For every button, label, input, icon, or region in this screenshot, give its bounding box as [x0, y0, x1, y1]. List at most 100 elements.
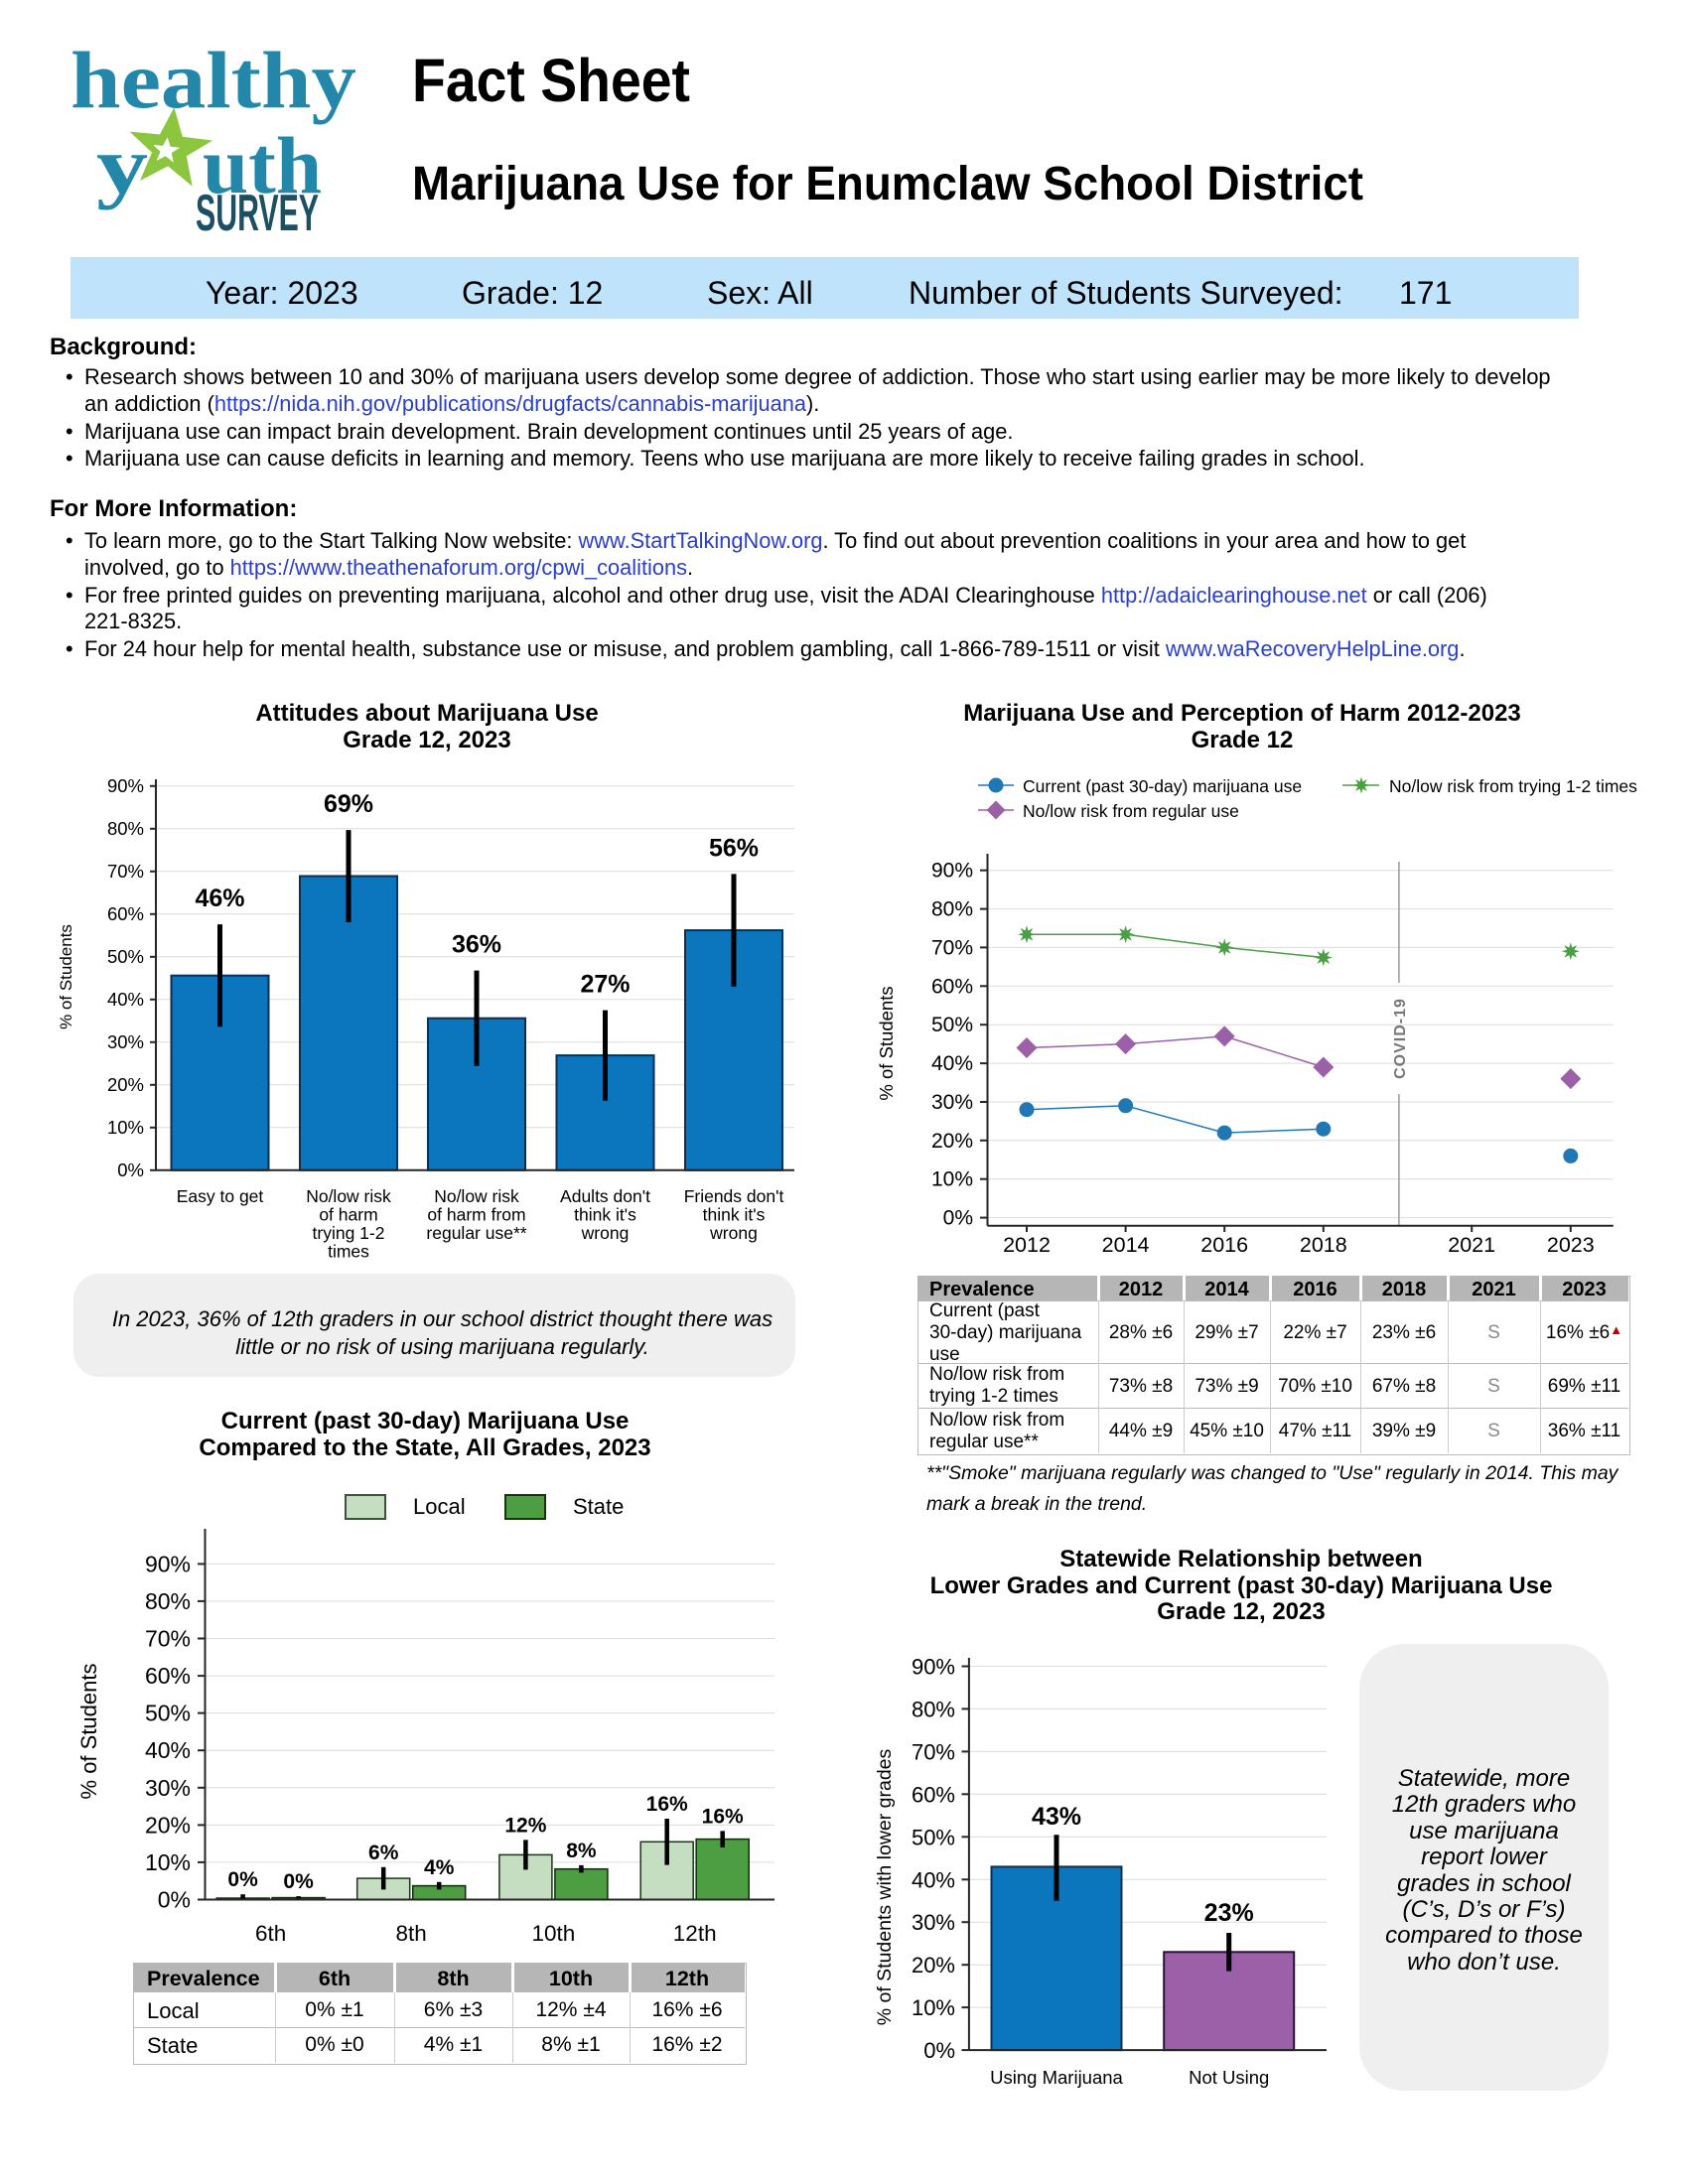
- svg-text:2021: 2021: [1448, 1233, 1495, 1257]
- svg-text:Marijuana Use and Perception o: Marijuana Use and Perception of Harm 201…: [963, 700, 1521, 727]
- svg-text:90%: 90%: [145, 1551, 191, 1576]
- svg-text:0%: 0%: [923, 2038, 955, 2063]
- svg-text:COVID-19: COVID-19: [1392, 998, 1409, 1079]
- svg-text:36%: 36%: [452, 931, 501, 959]
- svg-text:Fact Sheet: Fact Sheet: [412, 47, 690, 114]
- svg-text:90%: 90%: [107, 775, 144, 796]
- svg-text:healthy: healthy: [70, 35, 356, 125]
- svg-text:2023: 2023: [1547, 1233, 1595, 1257]
- svg-text:10%: 10%: [145, 1849, 191, 1875]
- svg-text:30%: 30%: [107, 1031, 144, 1052]
- svg-text:10%: 10%: [931, 1168, 973, 1191]
- svg-text:80%: 80%: [912, 1697, 955, 1721]
- svg-text:wrong: wrong: [709, 1223, 758, 1243]
- svg-text:Attitudes about Marijuana Use: Attitudes about Marijuana Use: [255, 700, 598, 727]
- svg-text:0%: 0%: [283, 1870, 314, 1893]
- svg-text:0%: 0%: [227, 1868, 258, 1891]
- svg-text:16%: 16%: [702, 1805, 744, 1828]
- svg-text:Compared to the State, All Gra: Compared to the State, All Grades, 2023: [199, 1434, 650, 1461]
- svg-text:69%: 69%: [324, 790, 373, 818]
- svg-text:think it's: think it's: [703, 1205, 766, 1225]
- svg-text:12%: 12%: [504, 1814, 546, 1837]
- svg-text:6th: 6th: [255, 1921, 286, 1946]
- svg-text:60%: 60%: [107, 903, 144, 924]
- svg-text:times: times: [328, 1242, 369, 1262]
- svg-text:State: State: [573, 1494, 624, 1519]
- svg-text:30%: 30%: [145, 1775, 191, 1801]
- svg-text:20%: 20%: [145, 1812, 191, 1838]
- svg-text:40%: 40%: [912, 1867, 955, 1892]
- svg-text:16%: 16%: [646, 1793, 688, 1816]
- svg-text:43%: 43%: [1032, 1803, 1081, 1831]
- svg-text:of harm: of harm: [319, 1205, 377, 1225]
- svg-text:No/low risk: No/low risk: [434, 1186, 519, 1206]
- svg-text:70%: 70%: [931, 936, 973, 959]
- svg-text:0%: 0%: [117, 1160, 144, 1180]
- svg-text:Using Marijuana: Using Marijuana: [990, 2067, 1123, 2088]
- svg-text:30%: 30%: [912, 1910, 955, 1935]
- svg-text:10%: 10%: [107, 1117, 144, 1138]
- svg-text:regular use**: regular use**: [426, 1223, 526, 1243]
- svg-text:20%: 20%: [931, 1130, 973, 1153]
- svg-text:Marijuana Use for Enumclaw Sch: Marijuana Use for Enumclaw School Distri…: [412, 158, 1363, 210]
- svg-text:4%: 4%: [424, 1856, 455, 1879]
- svg-text:think it's: think it's: [574, 1205, 636, 1225]
- svg-text:30%: 30%: [931, 1091, 973, 1114]
- svg-text:56%: 56%: [709, 834, 759, 862]
- svg-text:40%: 40%: [145, 1737, 191, 1763]
- svg-text:of harm from: of harm from: [427, 1205, 525, 1225]
- svg-text:Current (past 30-day) marijuan: Current (past 30-day) marijuana use: [1023, 776, 1302, 796]
- svg-text:70%: 70%: [107, 861, 144, 882]
- svg-text:8%: 8%: [566, 1840, 597, 1862]
- svg-text:50%: 50%: [145, 1701, 191, 1726]
- svg-text:70%: 70%: [145, 1626, 191, 1652]
- svg-text:10%: 10%: [912, 1995, 955, 2020]
- svg-text:60%: 60%: [931, 975, 973, 998]
- svg-text:12th: 12th: [673, 1921, 717, 1946]
- svg-text:80%: 80%: [145, 1588, 191, 1614]
- svg-text:% of Students: % of Students: [876, 986, 897, 1100]
- svg-text:trying 1-2: trying 1-2: [313, 1223, 385, 1243]
- svg-text:50%: 50%: [912, 1825, 955, 1849]
- svg-text:40%: 40%: [931, 1052, 973, 1075]
- svg-text:No/low risk: No/low risk: [306, 1186, 391, 1206]
- svg-text:20%: 20%: [912, 1953, 955, 1978]
- svg-text:wrong: wrong: [581, 1223, 630, 1243]
- svg-text:No/low risk from trying 1-2 ti: No/low risk from trying 1-2 times: [1389, 776, 1637, 796]
- svg-text:SURVEY: SURVEY: [196, 185, 319, 242]
- svg-text:Adults don't: Adults don't: [560, 1186, 650, 1206]
- svg-text:90%: 90%: [931, 860, 973, 883]
- svg-text:70%: 70%: [912, 1739, 955, 1764]
- svg-text:10th: 10th: [532, 1921, 576, 1946]
- svg-text:2018: 2018: [1300, 1233, 1347, 1257]
- svg-text:% of Students: % of Students: [57, 924, 75, 1029]
- svg-text:Statewide Relationship between: Statewide Relationship between: [1059, 1546, 1422, 1572]
- svg-text:20%: 20%: [107, 1074, 144, 1095]
- svg-text:2012: 2012: [1003, 1233, 1051, 1257]
- svg-text:60%: 60%: [912, 1782, 955, 1807]
- svg-text:0%: 0%: [158, 1887, 191, 1913]
- svg-text:Easy to get: Easy to get: [177, 1186, 264, 1206]
- svg-text:8th: 8th: [396, 1921, 427, 1946]
- svg-text:% of Students with lower grade: % of Students with lower grades: [874, 1748, 896, 2025]
- svg-text:2016: 2016: [1200, 1233, 1248, 1257]
- svg-text:uth: uth: [203, 120, 322, 210]
- svg-text:27%: 27%: [580, 971, 630, 999]
- svg-text:60%: 60%: [145, 1663, 191, 1689]
- svg-text:50%: 50%: [931, 1014, 973, 1036]
- svg-text:40%: 40%: [107, 989, 144, 1010]
- svg-text:Friends don't: Friends don't: [684, 1186, 784, 1206]
- svg-text:0%: 0%: [943, 1207, 973, 1230]
- svg-text:Grade 12, 2023: Grade 12, 2023: [343, 727, 510, 753]
- svg-text:Local: Local: [413, 1494, 466, 1519]
- svg-text:2014: 2014: [1102, 1233, 1150, 1257]
- svg-text:6%: 6%: [368, 1842, 399, 1864]
- svg-text:46%: 46%: [195, 885, 244, 912]
- svg-text:Current (past 30-day) Marijuan: Current (past 30-day) Marijuana Use: [221, 1410, 630, 1434]
- svg-text:90%: 90%: [912, 1655, 955, 1680]
- svg-text:Grade 12: Grade 12: [1192, 727, 1294, 753]
- svg-text:Not Using: Not Using: [1189, 2067, 1269, 2088]
- svg-text:50%: 50%: [107, 946, 144, 967]
- svg-text:Grade 12, 2023: Grade 12, 2023: [1157, 1598, 1325, 1625]
- svg-text:80%: 80%: [931, 898, 973, 921]
